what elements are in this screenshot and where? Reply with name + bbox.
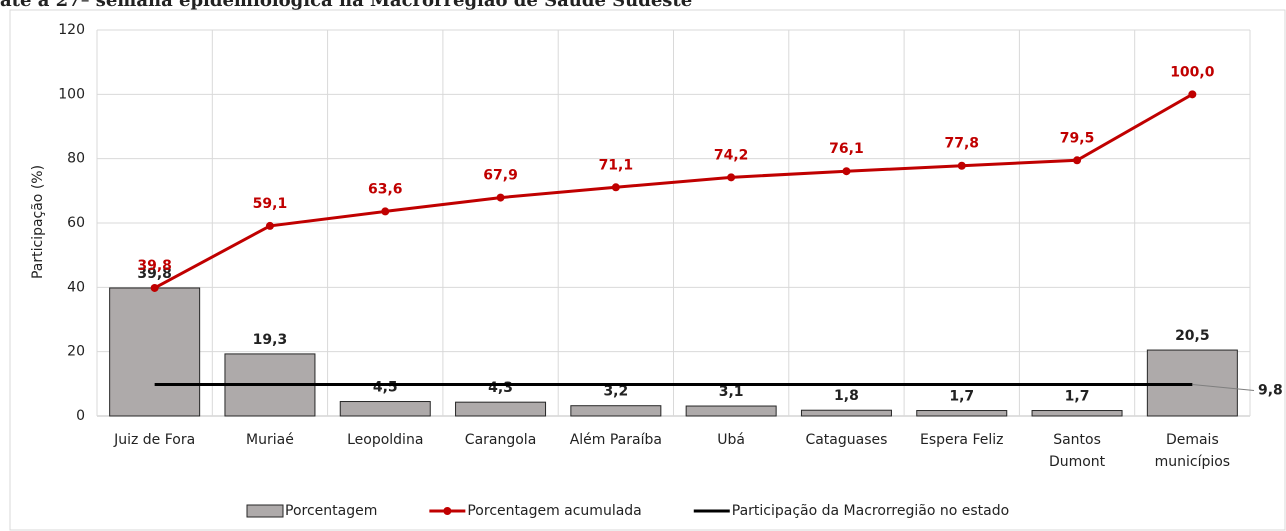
legend-label: Porcentagem acumulada bbox=[467, 503, 641, 519]
bar-value-label: 39,8 bbox=[137, 266, 172, 282]
legend-marker bbox=[443, 507, 452, 515]
reference-value-label: 9,8 bbox=[1258, 382, 1283, 398]
reference-leader bbox=[1192, 383, 1255, 391]
y-tick-label: 20 bbox=[67, 344, 85, 360]
line-point bbox=[265, 221, 274, 230]
bar-value-label: 19,3 bbox=[253, 332, 288, 348]
y-tick-label: 80 bbox=[67, 151, 85, 167]
line-point bbox=[1188, 90, 1197, 99]
y-tick-label: 0 bbox=[76, 408, 85, 424]
x-tick-label: Ubá bbox=[717, 432, 745, 448]
line-value-label: 63,6 bbox=[368, 181, 403, 197]
bar bbox=[916, 410, 1008, 417]
line-value-label: 79,5 bbox=[1060, 130, 1095, 146]
bar bbox=[109, 287, 201, 417]
line-point bbox=[727, 173, 736, 182]
x-tick-label: Muriaé bbox=[246, 432, 294, 448]
chart-frame bbox=[9, 9, 1286, 531]
line-point bbox=[496, 193, 505, 202]
line-value-label: 100,0 bbox=[1170, 64, 1215, 80]
line-point bbox=[611, 183, 620, 192]
y-tick-label: 100 bbox=[58, 86, 85, 102]
x-tick-label: Juiz de Fora bbox=[113, 432, 195, 448]
line-point bbox=[150, 283, 159, 292]
bar-value-label: 1,7 bbox=[1065, 389, 1090, 405]
x-tick-label: Demais municípios bbox=[1155, 432, 1231, 470]
line-value-label: 71,1 bbox=[599, 157, 634, 173]
bar bbox=[685, 405, 777, 417]
chart-title: até a 27ª semana epidemiológica na Macro… bbox=[0, 0, 692, 11]
bar bbox=[455, 401, 547, 417]
bar-value-label: 1,8 bbox=[834, 388, 859, 404]
bar-value-label: 3,1 bbox=[719, 384, 744, 400]
bar-value-label: 4,5 bbox=[373, 380, 398, 396]
x-tick-label: Santos Dumont bbox=[1049, 432, 1106, 470]
bar-value-label: 1,7 bbox=[949, 389, 974, 405]
line-value-label: 76,1 bbox=[829, 141, 864, 157]
y-axis-label: Participação (%) bbox=[30, 165, 46, 279]
line-value-label: 67,9 bbox=[483, 168, 518, 184]
x-tick-label: Carangola bbox=[465, 432, 536, 448]
x-tick-label: Leopoldina bbox=[347, 432, 423, 448]
line-value-label: 77,8 bbox=[944, 136, 979, 152]
bar bbox=[1031, 410, 1123, 417]
legend-swatch bbox=[246, 504, 284, 518]
legend-label: Porcentagem bbox=[285, 503, 377, 519]
bar bbox=[339, 401, 431, 417]
y-tick-label: 40 bbox=[67, 279, 85, 295]
line-point bbox=[957, 161, 966, 170]
line-point bbox=[1073, 156, 1082, 165]
line-point bbox=[381, 207, 390, 216]
legend-label: Participação da Macrorregião no estado bbox=[732, 503, 1009, 519]
bar-value-label: 20,5 bbox=[1175, 328, 1210, 344]
bar-value-label: 4,3 bbox=[488, 380, 513, 396]
bar bbox=[800, 409, 892, 417]
bar bbox=[570, 405, 662, 417]
line-value-label: 39,8 bbox=[137, 258, 172, 274]
line-point bbox=[842, 167, 851, 176]
bar-value-label: 3,2 bbox=[603, 384, 628, 400]
line bbox=[153, 93, 1194, 290]
line-value-label: 59,1 bbox=[253, 196, 288, 212]
line-value-label: 74,2 bbox=[714, 147, 749, 163]
y-tick-label: 60 bbox=[67, 215, 85, 231]
x-tick-label: Espera Feliz bbox=[920, 432, 1003, 448]
x-tick-label: Além Paraíba bbox=[570, 432, 662, 448]
x-tick-label: Cataguases bbox=[805, 432, 887, 448]
y-tick-label: 120 bbox=[58, 22, 85, 38]
